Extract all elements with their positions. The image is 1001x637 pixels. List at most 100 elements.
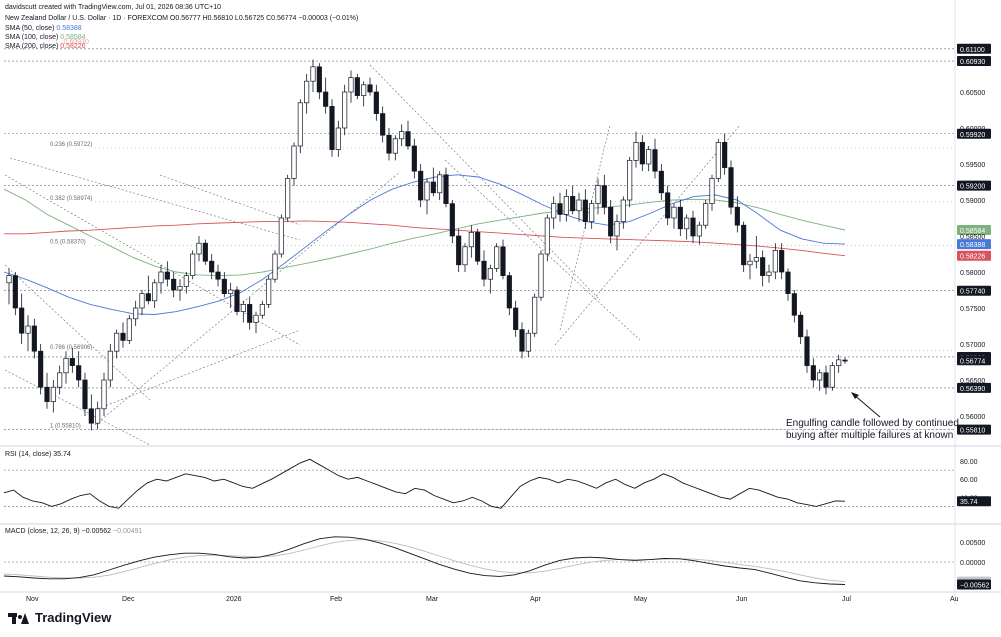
- price-axis-label: 0.57000: [960, 342, 985, 349]
- candle-down: [557, 203, 563, 215]
- candle-down: [209, 260, 215, 273]
- candle-down: [842, 359, 848, 362]
- candle-up: [487, 268, 493, 280]
- price-axis-label: 0.57500: [960, 306, 985, 313]
- candle-up: [595, 185, 601, 204]
- candle-down: [734, 206, 740, 226]
- price-axis-label: 0.57740: [960, 289, 985, 296]
- sma200-line: [4, 220, 846, 257]
- candle-down: [443, 174, 449, 204]
- candle-down: [823, 372, 829, 388]
- candle-down: [164, 271, 170, 280]
- candle-down: [456, 235, 462, 266]
- trend-line: [94, 329, 301, 411]
- price-axis-label: 0.58388: [960, 242, 985, 249]
- candle-down: [481, 260, 487, 280]
- rsi-label: RSI (14, close): [5, 451, 52, 458]
- candle-up: [278, 217, 284, 255]
- price-axis-label: 0.60930: [960, 59, 985, 66]
- candle-up: [57, 372, 63, 388]
- annotation-text: Engulfing candle followed by continued b…: [786, 418, 959, 442]
- candle-down: [373, 91, 379, 114]
- candle-up: [190, 253, 196, 276]
- time-axis-label: Dec: [122, 596, 135, 603]
- sma100-label: SMA (100, close): [5, 34, 59, 41]
- sma200-legend[interactable]: SMA (200, close) 0.58226 0.60930: [5, 39, 113, 50]
- candle-down: [329, 106, 335, 150]
- rsi-axis-label: 35.74: [960, 499, 978, 506]
- candle-down: [658, 170, 664, 194]
- tradingview-logo[interactable]: TradingView: [8, 610, 111, 625]
- candle-down: [810, 365, 816, 381]
- price-axis-label: 0.58500: [960, 234, 985, 241]
- candle-up: [614, 221, 620, 237]
- rsi-legend[interactable]: RSI (14, close) 35.74: [5, 451, 71, 458]
- candle-up: [50, 386, 56, 402]
- candle-down: [367, 84, 373, 93]
- candle-up: [253, 314, 259, 323]
- candle-up: [715, 142, 721, 179]
- candle-up: [6, 275, 12, 284]
- symbol-ohlc-line: New Zealand Dollar / U.S. Dollar · 1D · …: [5, 15, 359, 22]
- price-axis-label: 0.61100: [960, 47, 985, 54]
- fib-level-label: 0.382 (0.58974): [50, 196, 92, 202]
- tradingview-logo-icon: [8, 611, 30, 625]
- rsi-axis-label: 80.00: [960, 459, 978, 466]
- candle-up: [152, 282, 158, 302]
- candle-up: [646, 149, 652, 165]
- fib-level-label: 0.5 (0.58370): [50, 239, 86, 245]
- price-axis-label: 0.58226: [960, 254, 985, 261]
- trend-line: [369, 64, 601, 301]
- time-axis-label: Jun: [736, 596, 747, 603]
- candle-up: [589, 203, 595, 222]
- candle-up: [620, 199, 626, 222]
- price-axis-label: 0.56390: [960, 386, 985, 393]
- sma100-legend[interactable]: SMA (100, close) 0.58584: [5, 34, 86, 41]
- candle-down: [760, 257, 766, 276]
- candle-up: [107, 350, 113, 381]
- candle-down: [665, 192, 671, 219]
- rsi-axis-label: 60.00: [960, 477, 978, 484]
- candle-up: [392, 138, 398, 154]
- trend-line: [4, 174, 301, 346]
- sma100-value: 0.58584: [60, 34, 86, 41]
- candle-up: [285, 178, 291, 219]
- macd-axis-label: 0.00500: [960, 540, 985, 547]
- candle-up: [532, 296, 538, 334]
- time-axis-label: Feb: [330, 596, 342, 603]
- candle-up: [63, 358, 69, 374]
- time-axis-label: May: [634, 596, 648, 603]
- candle-down: [411, 145, 417, 172]
- candle-up: [829, 365, 835, 388]
- price-axis-label: 0.59200: [960, 184, 985, 191]
- candle-down: [234, 289, 240, 312]
- sma50-label: SMA (50, close): [5, 25, 55, 32]
- candle-down: [120, 332, 126, 341]
- candle-up: [544, 217, 550, 255]
- candle-up: [563, 196, 569, 215]
- candle-up: [817, 372, 823, 381]
- candle-down: [386, 134, 392, 154]
- candle-down: [323, 91, 329, 107]
- price-axis-tag: [957, 239, 991, 250]
- candle-down: [677, 206, 683, 230]
- candle-up: [126, 318, 132, 341]
- candle-up: [228, 289, 234, 294]
- candle-down: [500, 246, 506, 276]
- macd-legend-value: −0.00562: [81, 528, 112, 535]
- candle-up: [361, 84, 367, 96]
- macd-legend[interactable]: MACD (close, 12, 26, 9) −0.00562 −0.0049…: [5, 528, 142, 535]
- candle-up: [158, 271, 164, 284]
- price-axis-tag: [957, 424, 991, 435]
- candle-up: [703, 203, 709, 226]
- candle-down: [741, 224, 747, 266]
- trend-line: [4, 369, 151, 446]
- fib-level-label: 1 (0.55810): [50, 424, 81, 430]
- candle-up: [551, 203, 557, 219]
- candle-up: [240, 304, 246, 312]
- candle-down: [31, 325, 37, 352]
- candle-down: [354, 77, 360, 96]
- macd-axis-label: −0.00562: [960, 582, 989, 589]
- sma50-legend[interactable]: SMA (50, close) 0.58388: [5, 25, 82, 32]
